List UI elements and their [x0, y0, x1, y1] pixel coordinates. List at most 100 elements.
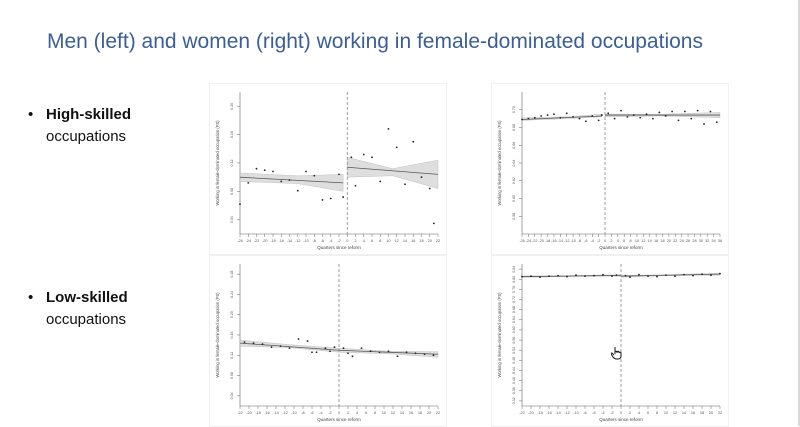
- data-point: [591, 115, 594, 117]
- y-tick-label: 0.20: [230, 311, 234, 318]
- x-tick-label: -10: [573, 411, 579, 415]
- data-point: [597, 119, 600, 122]
- data-point: [432, 354, 435, 357]
- y-axis-label: Working in female-dominated occupation (…: [215, 120, 220, 206]
- x-tick-label: -4: [319, 411, 322, 415]
- x-tick-label: 18: [700, 411, 704, 415]
- data-point: [350, 156, 353, 159]
- data-point: [710, 274, 712, 277]
- data-point: [272, 170, 274, 173]
- y-tick-label: 0.56: [512, 337, 516, 344]
- chart-svg-women-high: 0.580.600.620.640.660.680.70-26 -24 -22 -20…: [497, 92, 722, 250]
- data-point: [565, 112, 568, 115]
- x-tick-label: -4: [591, 239, 594, 243]
- data-point: [263, 169, 266, 171]
- data-point: [243, 341, 246, 343]
- x-tick-label: 0: [346, 239, 348, 243]
- x-tick-label: 12: [673, 411, 677, 415]
- y-tick-label: 0.80: [512, 276, 516, 283]
- fit-line: [338, 349, 439, 355]
- data-point: [296, 189, 299, 192]
- x-tick-label: -20: [538, 239, 544, 243]
- x-tick-label: 16: [691, 411, 695, 415]
- x-tick-label: 30: [699, 239, 703, 243]
- data-point: [420, 176, 423, 179]
- confidence-band: [239, 339, 340, 353]
- data-point: [600, 114, 603, 116]
- x-tick-label: 2: [610, 239, 612, 243]
- x-tick-label: -6: [321, 239, 324, 243]
- x-tick-label: -16: [551, 239, 557, 243]
- data-point: [305, 170, 307, 173]
- data-point: [321, 199, 324, 201]
- x-tick-label: -2: [597, 239, 600, 243]
- data-point: [329, 197, 332, 200]
- x-tick-label: -12: [564, 411, 570, 415]
- x-tick-label: 22: [436, 411, 440, 415]
- y-axis-label: Working in female-dominated occupation (…: [497, 292, 502, 378]
- y-tick-label: 0.12: [230, 160, 234, 167]
- data-point: [279, 345, 282, 348]
- x-tick-label: 20: [709, 411, 713, 415]
- data-point: [387, 350, 390, 353]
- x-tick-label: 6: [623, 239, 625, 243]
- data-point: [533, 116, 536, 119]
- x-tick-label: 6: [647, 411, 649, 415]
- data-point: [639, 116, 642, 119]
- data-point: [578, 117, 581, 120]
- x-tick-label: 8: [374, 411, 376, 415]
- x-tick-label: -14: [555, 411, 561, 415]
- y-tick-label: 0.04: [230, 216, 234, 223]
- x-tick-label: -20: [262, 239, 268, 243]
- y-tick-label: 0.52: [512, 347, 516, 354]
- data-point: [645, 113, 648, 116]
- data-point: [354, 184, 357, 187]
- x-tick-label: 14: [403, 239, 407, 243]
- data-point: [647, 275, 649, 278]
- data-point: [701, 273, 703, 276]
- x-tick-label: -24: [246, 239, 252, 243]
- x-tick-label: 14: [400, 411, 404, 415]
- data-point: [347, 352, 349, 355]
- y-tick-label: 0.08: [230, 188, 234, 195]
- y-tick-label: 0.72: [512, 296, 516, 303]
- y-tick-label: 0.84: [512, 266, 516, 273]
- x-tick-label: -6: [584, 239, 587, 243]
- data-point: [584, 120, 587, 123]
- x-tick-label: 34: [711, 239, 715, 243]
- x-tick-label: -8: [313, 239, 316, 243]
- x-tick-label: -26: [519, 239, 525, 243]
- x-tick-label: -26: [237, 239, 243, 243]
- data-point: [548, 275, 550, 278]
- x-tick-label: -8: [583, 411, 586, 415]
- confidence-band: [239, 172, 344, 192]
- x-tick-label: 10: [382, 411, 386, 415]
- data-point: [671, 110, 673, 113]
- data-point: [638, 273, 640, 276]
- x-tick-label: -20: [246, 411, 252, 415]
- hand-pointer-icon: [611, 347, 622, 360]
- data-point: [333, 346, 336, 349]
- x-tick-label: 18: [660, 239, 664, 243]
- data-point: [412, 140, 415, 143]
- x-tick-label: -2: [337, 239, 340, 243]
- data-point: [387, 128, 390, 130]
- x-tick-label: -22: [237, 411, 243, 415]
- data-point: [379, 180, 382, 183]
- data-point: [615, 274, 618, 277]
- x-tick-label: -18: [255, 411, 261, 415]
- data-point: [329, 350, 331, 353]
- chart-men-low-skilled: 0.04 0.08 0.12 0.16 0.20 0.24 0.28 -22 -20 -18 -16…: [209, 255, 447, 427]
- data-point: [683, 273, 685, 276]
- x-tick-label: -12: [295, 239, 301, 243]
- x-tick-label: 20: [427, 411, 431, 415]
- x-tick-label: -16: [264, 411, 270, 415]
- x-tick-label: -10: [303, 239, 309, 243]
- x-tick-label: 2: [347, 411, 349, 415]
- x-tick-label: 14: [648, 239, 652, 243]
- x-tick-label: 0: [620, 411, 622, 415]
- x-tick-label: -6: [310, 411, 313, 415]
- fit-line: [239, 342, 340, 351]
- x-tick-label: -22: [532, 239, 538, 243]
- y-tick-label: 0.36: [512, 387, 516, 394]
